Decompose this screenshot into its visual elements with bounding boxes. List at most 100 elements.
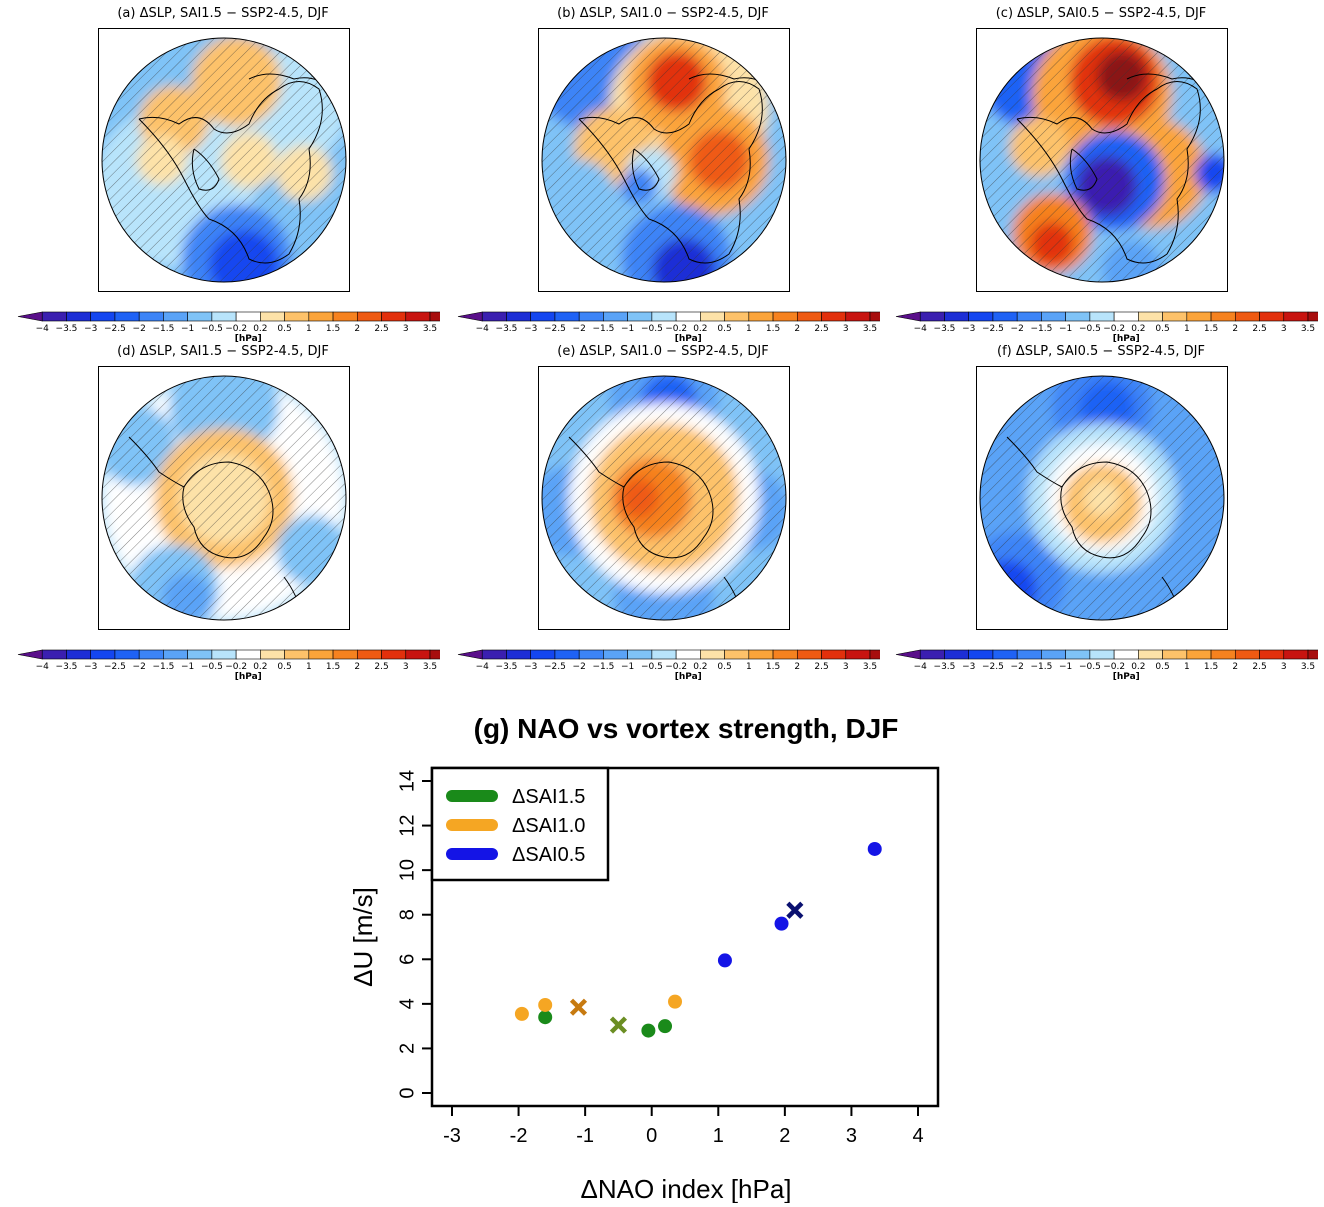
colorbar-tick-label: −1.5 bbox=[152, 324, 174, 334]
map-svg-e bbox=[541, 375, 787, 621]
x-tick-label: 4 bbox=[912, 1125, 923, 1147]
data-point bbox=[867, 841, 882, 856]
colorbar-tick-label: 3 bbox=[1281, 324, 1287, 334]
y-tick-label: 2 bbox=[396, 1043, 418, 1054]
colorbar-tick-label: −4 bbox=[36, 324, 50, 334]
map-panel-c bbox=[976, 28, 1228, 292]
colorbar-tick-label: −2.5 bbox=[104, 324, 126, 334]
colorbar-tick-label: −0.2 bbox=[225, 324, 247, 334]
map-field-f bbox=[980, 376, 1224, 620]
y-tick-label: 12 bbox=[396, 814, 418, 836]
colorbar-tick-label: −3 bbox=[84, 662, 97, 672]
colorbar-tick-label: −2.5 bbox=[104, 662, 126, 672]
colorbar-tick-label: 1.5 bbox=[1204, 662, 1218, 672]
colorbar-a: −4 −3.5 −3 −2.5 −2 −1.5 −1 −0.5 −0.2 0.2 0.5 1 1.5 2 2… bbox=[8, 310, 479, 350]
colorbar-tick-label: 0.5 bbox=[277, 324, 291, 334]
colorbar-tick-label: −2 bbox=[573, 662, 586, 672]
colorbar-tick-label: 0.5 bbox=[717, 662, 731, 672]
colorbar-tick-label: −4 bbox=[914, 324, 928, 334]
colorbar-tick-label: −3.5 bbox=[934, 662, 956, 672]
colorbar-tick-label: 0.2 bbox=[693, 662, 707, 672]
map-panel-a bbox=[98, 28, 350, 292]
colorbar-unit-label: [hPa] bbox=[1113, 334, 1140, 344]
colorbar-tick-label: 3 bbox=[1281, 662, 1287, 672]
colorbar-tick-label: 0.2 bbox=[693, 324, 707, 334]
colorbar-tick-label: −0.2 bbox=[665, 662, 687, 672]
legend-label: ΔSAI1.0 bbox=[512, 815, 585, 837]
colorbar-tick-label: −1.5 bbox=[152, 662, 174, 672]
colorbar-e: −4 −3.5 −3 −2.5 −2 −1.5 −1 −0.5 −0.2 0.2 0.5 1 1.5 2 2… bbox=[448, 648, 919, 688]
colorbar-tick-label: −3 bbox=[84, 324, 97, 334]
colorbar-tick-label: 0.2 bbox=[1131, 662, 1145, 672]
colorbar-tick-label: −0.5 bbox=[641, 324, 663, 334]
colorbar-tick-label: 3.5 bbox=[423, 324, 437, 334]
colorbar-unit-label: [hPa] bbox=[675, 672, 702, 682]
panel-title-a: (a) ΔSLP, SAI1.5 − SSP2-4.5, DJF bbox=[117, 6, 329, 21]
colorbar-tick-label: −1 bbox=[621, 662, 634, 672]
legend-label: ΔSAI1.5 bbox=[512, 786, 585, 808]
legend: ΔSAI1.5 ΔSAI1.0 ΔSAI0.5 bbox=[430, 766, 610, 882]
map-panel-f bbox=[976, 366, 1228, 630]
colorbar-tick-label: −1 bbox=[1059, 662, 1072, 672]
colorbar-tick-label: 0.5 bbox=[717, 324, 731, 334]
colorbar-tick-label: 2.5 bbox=[374, 324, 388, 334]
colorbar-tick-label: −3.5 bbox=[934, 324, 956, 334]
map-panel-d bbox=[98, 366, 350, 630]
data-point bbox=[774, 916, 789, 931]
x-tick-label: 0 bbox=[646, 1125, 657, 1147]
colorbar-unit-label: [hPa] bbox=[235, 672, 262, 682]
data-point bbox=[538, 997, 553, 1012]
colorbar-tick-label: 1.5 bbox=[326, 662, 340, 672]
y-tick-label: 10 bbox=[396, 859, 418, 881]
colorbar-d: −4 −3.5 −3 −2.5 −2 −1.5 −1 −0.5 −0.2 0.2 0.5 1 1.5 2 2… bbox=[8, 648, 479, 688]
colorbar-tick-label: −3.5 bbox=[56, 662, 78, 672]
colorbar-tick-label: −1.5 bbox=[1030, 662, 1052, 672]
colorbar-tick-label: −2.5 bbox=[982, 662, 1004, 672]
colorbar-tick-label: −0.2 bbox=[1103, 324, 1125, 334]
colorbar-tick-label: 1.5 bbox=[1204, 324, 1218, 334]
colorbar-tick-label: 3.5 bbox=[423, 662, 437, 672]
colorbar-tick-label: −3 bbox=[962, 662, 975, 672]
colorbar-tick-label: 3 bbox=[843, 662, 849, 672]
colorbar-tick-label: 1.5 bbox=[326, 324, 340, 334]
map-field-e bbox=[542, 376, 786, 620]
mean-marker bbox=[569, 998, 588, 1016]
data-point bbox=[641, 1023, 656, 1038]
colorbar-tick-label: 1 bbox=[306, 662, 312, 672]
data-point bbox=[658, 1019, 673, 1034]
y-tick-label: 0 bbox=[396, 1087, 418, 1098]
panel-title-c: (c) ΔSLP, SAI0.5 − SSP2-4.5, DJF bbox=[995, 6, 1207, 21]
colorbar-unit-label: [hPa] bbox=[235, 334, 262, 344]
scatter-svg: (g) NAO vs vortex strength, DJF-3 -2 -1 0 1 2… bbox=[348, 713, 940, 1204]
colorbar-tick-label: −0.2 bbox=[225, 662, 247, 672]
map-svg-b bbox=[541, 37, 787, 283]
colorbar-tick-label: 2.5 bbox=[374, 662, 388, 672]
y-axis-label: ΔU [m/s] bbox=[348, 887, 378, 987]
colorbar-tick-label: −3.5 bbox=[56, 324, 78, 334]
colorbar-tick-label: 1 bbox=[746, 324, 752, 334]
colorbar-tick-label: 2 bbox=[1232, 324, 1238, 334]
colorbar-tick-label: 1 bbox=[1184, 662, 1190, 672]
y-tick-label: 14 bbox=[396, 770, 418, 792]
legend-label: ΔSAI0.5 bbox=[512, 844, 585, 866]
map-field-a bbox=[102, 38, 346, 282]
colorbar-tick-label: 0.2 bbox=[253, 324, 267, 334]
colorbar-tick-label: −2.5 bbox=[982, 324, 1004, 334]
colorbar-tick-label: −3.5 bbox=[496, 324, 518, 334]
colorbar-tick-label: 0.5 bbox=[1155, 324, 1169, 334]
colorbar-tick-label: −1 bbox=[181, 662, 194, 672]
plot-frame bbox=[430, 766, 940, 1108]
x-tick-label: -2 bbox=[510, 1125, 528, 1147]
colorbar-tick-label: 2.5 bbox=[814, 662, 828, 672]
colorbar-tick-label: −4 bbox=[476, 324, 490, 334]
colorbar-tick-label: −3 bbox=[962, 324, 975, 334]
colorbar-tick-label: −2.5 bbox=[544, 662, 566, 672]
colorbar-tick-label: −2 bbox=[133, 324, 146, 334]
x-tick-label: 3 bbox=[846, 1125, 857, 1147]
map-svg-a bbox=[101, 37, 347, 283]
map-field-c bbox=[980, 38, 1224, 282]
colorbar-tick-label: −0.2 bbox=[665, 324, 687, 334]
panel-title-b: (b) ΔSLP, SAI1.0 − SSP2-4.5, DJF bbox=[557, 6, 769, 21]
colorbar-tick-label: −3 bbox=[524, 324, 537, 334]
colorbar-tick-label: −2.5 bbox=[544, 324, 566, 334]
